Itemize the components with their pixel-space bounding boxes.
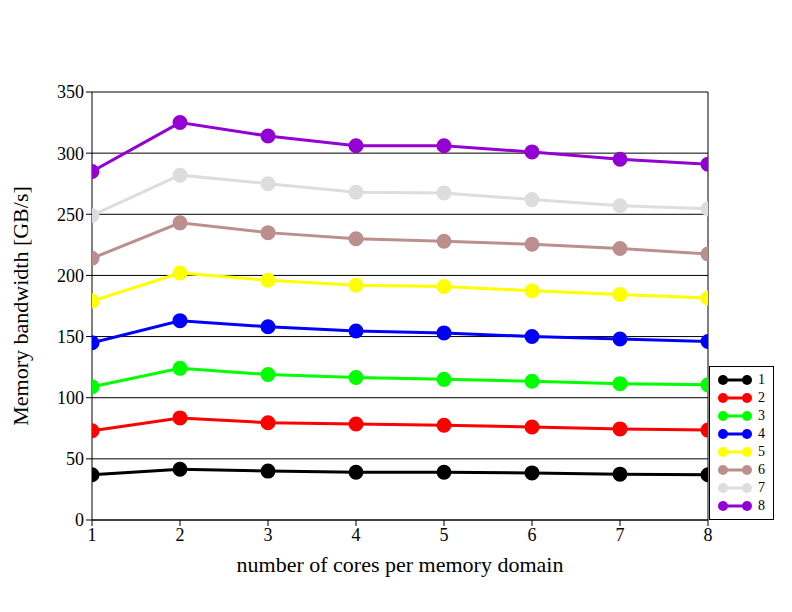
html-text:1: 1	[758, 372, 765, 387]
html-text:8: 8	[758, 498, 765, 513]
svg-text:4: 4	[352, 525, 361, 545]
html-text:3: 3	[758, 408, 765, 423]
svg-text:250: 250	[57, 205, 84, 225]
svg-text:6: 6	[528, 525, 537, 545]
html-text:4: 4	[758, 426, 765, 441]
html-text:2: 2	[758, 390, 765, 405]
svg-text:350: 350	[57, 82, 84, 102]
svg-text:200: 200	[57, 266, 84, 286]
svg-text:2: 2	[176, 525, 185, 545]
html-text:6: 6	[758, 462, 765, 477]
svg-text:7: 7	[616, 525, 625, 545]
svg-text:150: 150	[57, 327, 84, 347]
svg-text:number of cores per memory dom: number of cores per memory domain	[237, 552, 564, 577]
svg-text:1: 1	[88, 525, 97, 545]
svg-text:300: 300	[57, 144, 84, 164]
svg-text:0: 0	[75, 510, 84, 530]
svg-text:100: 100	[57, 388, 84, 408]
html-text:7: 7	[758, 480, 765, 495]
svg-text:50: 50	[66, 449, 84, 469]
html-text:5: 5	[758, 444, 765, 459]
svg-text:3: 3	[264, 525, 273, 545]
svg-text:Memory bandwidth [GB/s]: Memory bandwidth [GB/s]	[8, 186, 33, 426]
svg-text:8: 8	[704, 525, 713, 545]
svg-text:5: 5	[440, 525, 449, 545]
